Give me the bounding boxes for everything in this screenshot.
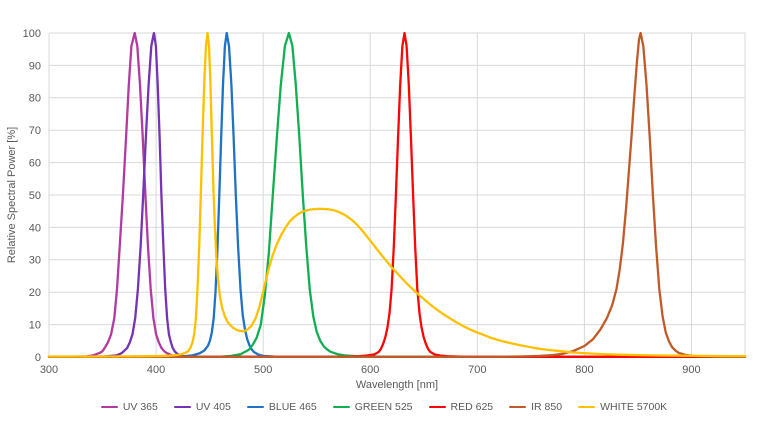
y-tick-label: 0 [35, 352, 41, 364]
y-axis-title: Relative Spectral Power [%] [6, 127, 18, 263]
legend-line-marker-uv-405 [173, 405, 191, 409]
y-tick-label: 90 [29, 60, 41, 72]
chart-legend: UV 365 UV 405 BLUE 465 GREEN 525 RED 625 IR 8… [0, 399, 768, 415]
legend-item-ir-850: IR 850 [509, 401, 562, 413]
x-tick-label: 300 [40, 364, 58, 376]
x-tick-label: 900 [682, 364, 700, 376]
y-tick-label: 20 [29, 287, 41, 299]
legend-line-marker-green-525 [332, 405, 350, 409]
legend-label-uv-365: UV 365 [122, 401, 158, 413]
y-tick-label: 10 [29, 319, 41, 331]
legend-item-white-5700k: WHITE 5700K [578, 401, 667, 413]
legend-label-blue-465: BLUE 465 [268, 401, 317, 413]
y-tick-label: 70 [29, 125, 41, 137]
x-tick-label: 600 [361, 364, 379, 376]
y-tick-label: 40 [29, 222, 41, 234]
legend-label-white-5700k: WHITE 5700K [600, 401, 668, 413]
legend-line-marker-red-625 [428, 405, 446, 409]
legend-line-marker-blue-465 [246, 405, 264, 409]
y-tick-label: 30 [29, 255, 41, 267]
legend-label-ir-850: IR 850 [531, 401, 563, 413]
legend-line-marker-uv-365 [100, 405, 118, 409]
legend-label-red-625: RED 625 [450, 401, 494, 413]
legend-item-blue-465: BLUE 465 [246, 401, 317, 413]
x-tick-label: 700 [468, 364, 486, 376]
legend-item-uv-405: UV 405 [173, 401, 231, 413]
legend-item-red-625: RED 625 [428, 401, 494, 413]
y-tick-label: 80 [29, 93, 41, 105]
legend-line-marker-ir-850 [509, 405, 527, 409]
series-line-uv-405 [47, 31, 747, 358]
x-tick-label: 400 [147, 364, 165, 376]
series-line-red-625 [47, 31, 747, 358]
x-axis-title: Wavelength [nm] [356, 379, 438, 391]
legend-item-uv-365: UV 365 [100, 401, 158, 413]
series-line-green-525 [47, 31, 747, 358]
series-line-white-5700k [47, 31, 747, 358]
series-line-blue-465 [47, 31, 747, 358]
y-tick-label: 60 [29, 157, 41, 169]
y-tick-label: 50 [29, 190, 41, 202]
legend-line-marker-white-5700k [578, 405, 596, 409]
y-tick-label: 100 [23, 28, 41, 40]
series-line-uv-365 [47, 31, 747, 358]
x-tick-label: 800 [575, 364, 593, 376]
axis-tick-labels: 0 10 20 30 40 50 60 70 80 90 100 300 400 500 600 700 800… [23, 28, 701, 376]
series-lines [47, 31, 747, 358]
x-tick-label: 500 [254, 364, 272, 376]
legend-label-green-525: GREEN 525 [354, 401, 413, 413]
legend-item-green-525: GREEN 525 [332, 401, 413, 413]
legend-label-uv-405: UV 405 [195, 401, 231, 413]
